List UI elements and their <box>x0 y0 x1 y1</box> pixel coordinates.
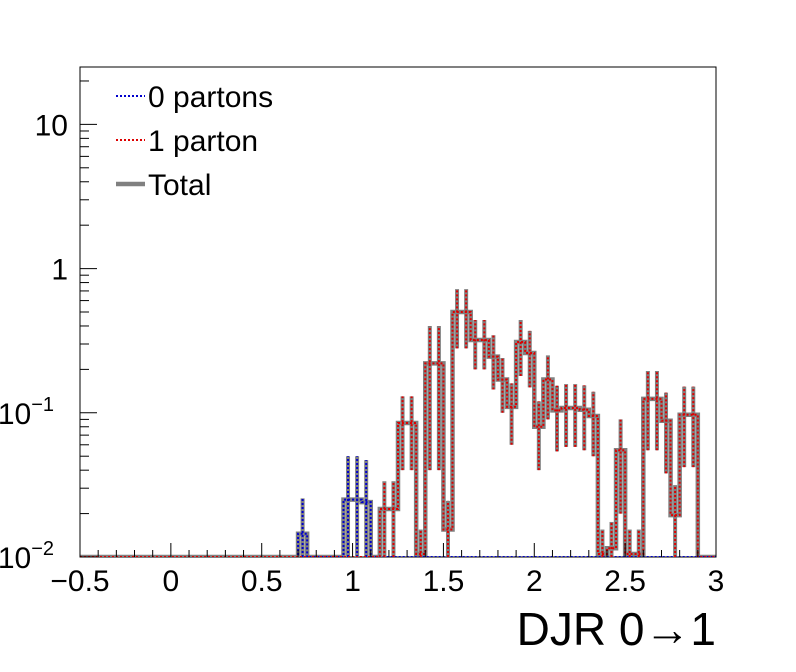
x-tick-label: 2 <box>526 565 543 598</box>
x-tick-label: 1.5 <box>423 565 465 598</box>
x-tick-label: 3 <box>708 565 725 598</box>
y-tick-exponent: −2 <box>31 538 54 560</box>
legend-entry: 1 parton <box>116 125 258 158</box>
legend-entry: 0 partons <box>116 81 273 114</box>
y-tick-base: 1 <box>51 254 68 287</box>
legend-label: 0 partons <box>148 81 273 114</box>
x-tick-label: 1 <box>344 565 361 598</box>
legend-label: Total <box>148 169 211 202</box>
x-tick-label: 0 <box>163 565 180 598</box>
y-tick-label: 10 <box>35 109 68 142</box>
legend-label: 1 parton <box>148 125 258 158</box>
y-tick-base: 10 <box>35 109 68 142</box>
y-tick-exponent: −1 <box>31 394 54 416</box>
y-tick-base: 10 <box>0 398 31 431</box>
y-tick-label: 10−2 <box>0 538 54 575</box>
legend-entry: Total <box>116 169 211 202</box>
x-axis-title: DJR 0→1 <box>517 603 716 655</box>
y-tick-label: 10−1 <box>0 394 54 431</box>
y-tick-label: 1 <box>51 254 68 287</box>
x-tick-label: 2.5 <box>604 565 646 598</box>
x-tick-label: −0.5 <box>50 565 109 598</box>
x-tick-label: 0.5 <box>241 565 283 598</box>
y-tick-base: 10 <box>0 542 31 575</box>
